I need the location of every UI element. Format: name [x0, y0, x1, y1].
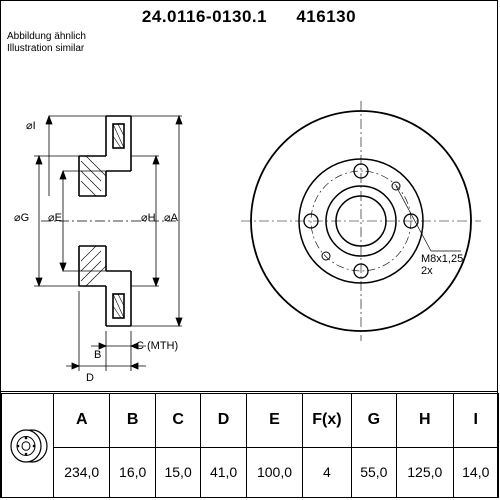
col-A: A [54, 394, 110, 448]
label-D: D [86, 372, 94, 384]
label-H: ⌀H [141, 212, 156, 224]
dimension-table: A B C D E F(x) G H I 234,0 16,0 15,0 41,… [1, 393, 499, 498]
label-B: B [94, 349, 101, 361]
front-view [241, 101, 481, 341]
col-B: B [110, 394, 155, 448]
header: 24.0116-0130.1 416130 [1, 1, 497, 29]
note-line1: Abbildung ähnlich [7, 31, 86, 43]
val-A: 234,0 [54, 447, 110, 497]
table-header-row: A B C D E F(x) G H I [2, 394, 499, 448]
spec-table: A B C D E F(x) G H I 234,0 16,0 15,0 41,… [1, 393, 499, 498]
label-G: ⌀G [14, 212, 29, 224]
val-E: 100,0 [246, 447, 302, 497]
illustration-note: Abbildung ähnlich Illustration similar [7, 31, 86, 55]
col-H: H [397, 394, 453, 448]
val-H: 125,0 [397, 447, 453, 497]
label-A: ⌀A [164, 212, 179, 224]
col-F: F(x) [303, 394, 351, 448]
table-divider [1, 391, 497, 392]
col-G: G [351, 394, 396, 448]
val-D: 41,0 [201, 447, 246, 497]
val-G: 55,0 [351, 447, 396, 497]
val-F: 4 [303, 447, 351, 497]
part-code: 416130 [296, 7, 356, 26]
label-C: C (MTH) [136, 340, 178, 352]
side-view [34, 116, 182, 371]
val-I: 14,0 [453, 447, 499, 497]
drawing-svg: ⌀I ⌀G ⌀E ⌀H ⌀A B C (MTH) D [1, 56, 499, 386]
col-E: E [246, 394, 302, 448]
label-E: ⌀E [48, 212, 62, 224]
val-B: 16,0 [110, 447, 155, 497]
thread-label: M8x1,25 [421, 253, 463, 265]
val-C: 15,0 [155, 447, 200, 497]
technical-drawing: ⌀I ⌀G ⌀E ⌀H ⌀A B C (MTH) D [1, 56, 499, 386]
note-line2: Illustration similar [7, 43, 86, 55]
label-I: ⌀I [26, 120, 36, 132]
col-D: D [201, 394, 246, 448]
brake-disc-icon [6, 427, 50, 465]
disc-icon-cell [2, 394, 54, 498]
part-number: 24.0116-0130.1 [142, 7, 267, 26]
col-C: C [155, 394, 200, 448]
thread-qty: 2x [421, 265, 433, 277]
drawing-frame: 24.0116-0130.1 416130 Abbildung ähnlich … [0, 0, 498, 498]
table-value-row: 234,0 16,0 15,0 41,0 100,0 4 55,0 125,0 … [2, 447, 499, 497]
col-I: I [453, 394, 499, 448]
